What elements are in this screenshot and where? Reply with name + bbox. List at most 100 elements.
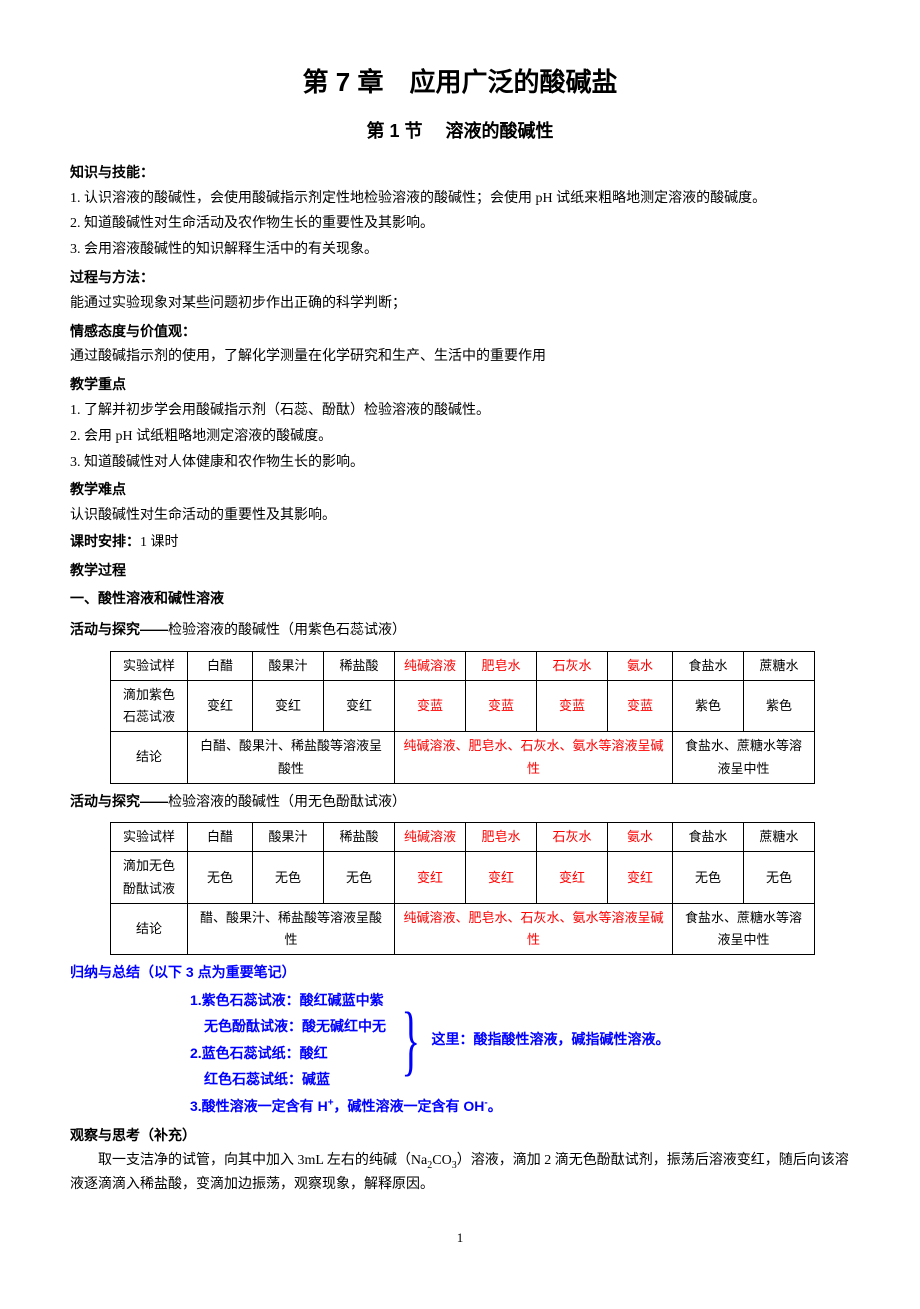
cell: 氨水 (608, 823, 673, 852)
cell: 氨水 (608, 652, 673, 681)
cell: 醋、酸果汁、稀盐酸等溶液呈酸性 (188, 903, 395, 954)
cell: 结论 (111, 903, 188, 954)
table-litmus: 实验试样 白醋 酸果汁 稀盐酸 纯碱溶液 肥皂水 石灰水 氨水 食盐水 蔗糖水 … (110, 651, 815, 783)
focus-item: 1. 了解并初步学会用酸碱指示剂（石蕊、酚酞）检验溶液的酸碱性。 (70, 399, 850, 423)
activity-2-text: 检验溶液的酸碱性（用无色酚酞试液） (168, 795, 406, 810)
cell: 酸果汁 (253, 823, 324, 852)
knowledge-item: 1. 认识溶液的酸碱性，会使用酸碱指示剂定性地检验溶液的酸碱性；会使用 pH 试… (70, 187, 850, 211)
activity-2: 活动与探究——检验溶液的酸碱性（用无色酚酞试液） (70, 790, 850, 815)
cell: 变红 (395, 852, 466, 903)
cell: 无色 (188, 852, 253, 903)
cell: 无色 (324, 852, 395, 903)
section-1: 一、酸性溶液和碱性溶液 (70, 587, 850, 611)
heading-process: 过程与方法： (70, 266, 850, 290)
cell: 实验试样 (111, 823, 188, 852)
hours-label: 课时安排： (70, 533, 140, 549)
table-row: 滴加紫色石蕊试液 变红 变红 变红 变蓝 变蓝 变蓝 变蓝 紫色 紫色 (111, 681, 815, 732)
cell: 白醋 (188, 823, 253, 852)
summary-left: 1.紫色石蕊试液：酸红碱蓝中紫 无色酚酞试液：酸无碱红中无 2.蓝色石蕊试纸：酸… (190, 987, 386, 1093)
focus-item: 2. 会用 pH 试纸粗略地测定溶液的酸碱度。 (70, 425, 850, 449)
cell: 蔗糖水 (744, 652, 815, 681)
summary-line: 无色酚酞试液：酸无碱红中无 (190, 1013, 386, 1040)
text: ，碱性溶液一定含有 OH (334, 1098, 485, 1114)
cell: 石灰水 (537, 652, 608, 681)
heading-difficulty: 教学难点 (70, 478, 850, 502)
cell: 稀盐酸 (324, 652, 395, 681)
focus-item: 3. 知道酸碱性对人体健康和农作物生长的影响。 (70, 451, 850, 475)
cell: 变红 (324, 681, 395, 732)
activity-1-text: 检验溶液的酸碱性（用紫色石蕊试液） (168, 623, 406, 638)
cell: 结论 (111, 732, 188, 783)
cell: 食盐水 (673, 652, 744, 681)
cell: 变蓝 (608, 681, 673, 732)
text: 取一支洁净的试管，向其中加入 3mL 左右的纯碱（Na (98, 1153, 427, 1168)
cell: 变蓝 (537, 681, 608, 732)
cell: 白醋 (188, 652, 253, 681)
cell: 食盐水 (673, 823, 744, 852)
summary-block: 1.紫色石蕊试液：酸红碱蓝中紫 无色酚酞试液：酸无碱红中无 2.蓝色石蕊试纸：酸… (190, 987, 850, 1093)
table-phenolphthalein: 实验试样 白醋 酸果汁 稀盐酸 纯碱溶液 肥皂水 石灰水 氨水 食盐水 蔗糖水 … (110, 822, 815, 954)
text: 。 (488, 1098, 502, 1114)
difficulty-text: 认识酸碱性对生命活动的重要性及其影响。 (70, 504, 850, 528)
cell: 肥皂水 (466, 652, 537, 681)
brace-icon: } (401, 1001, 420, 1079)
cell: 变红 (608, 852, 673, 903)
cell: 滴加紫色石蕊试液 (111, 681, 188, 732)
summary-line: 1.紫色石蕊试液：酸红碱蓝中紫 (190, 987, 386, 1014)
activity-1-label: 活动与探究—— (70, 621, 168, 637)
section-title: 第 1 节 溶液的酸碱性 (70, 116, 850, 147)
cell: 无色 (253, 852, 324, 903)
table-row: 实验试样 白醋 酸果汁 稀盐酸 纯碱溶液 肥皂水 石灰水 氨水 食盐水 蔗糖水 (111, 823, 815, 852)
summary-line-5: 3.酸性溶液一定含有 H+，碱性溶液一定含有 OH-。 (190, 1093, 850, 1120)
summary-line: 2.蓝色石蕊试纸：酸红 (190, 1040, 386, 1067)
text: CO (432, 1153, 451, 1168)
table-row: 结论 白醋、酸果汁、稀盐酸等溶液呈酸性 纯碱溶液、肥皂水、石灰水、氨水等溶液呈碱… (111, 732, 815, 783)
hours-line: 课时安排：1 课时 (70, 530, 850, 555)
cell: 肥皂水 (466, 823, 537, 852)
heading-focus: 教学重点 (70, 373, 850, 397)
attitude-text: 通过酸碱指示剂的使用，了解化学测量在化学研究和生产、生活中的重要作用 (70, 345, 850, 369)
table-row: 实验试样 白醋 酸果汁 稀盐酸 纯碱溶液 肥皂水 石灰水 氨水 食盐水 蔗糖水 (111, 652, 815, 681)
cell: 紫色 (673, 681, 744, 732)
cell: 纯碱溶液、肥皂水、石灰水、氨水等溶液呈碱性 (395, 732, 673, 783)
cell: 酸果汁 (253, 652, 324, 681)
page-number: 1 (70, 1227, 850, 1249)
activity-2-label: 活动与探究—— (70, 793, 168, 809)
cell: 食盐水、蔗糖水等溶液呈中性 (673, 903, 815, 954)
cell: 蔗糖水 (744, 823, 815, 852)
table-row: 结论 醋、酸果汁、稀盐酸等溶液呈酸性 纯碱溶液、肥皂水、石灰水、氨水等溶液呈碱性… (111, 903, 815, 954)
summary-annotation: 这里：酸指酸性溶液，碱指碱性溶液。 (431, 1028, 669, 1052)
summary-line: 红色石蕊试纸：碱蓝 (190, 1066, 386, 1093)
cell: 变蓝 (466, 681, 537, 732)
cell: 无色 (673, 852, 744, 903)
cell: 变红 (253, 681, 324, 732)
cell: 无色 (744, 852, 815, 903)
cell: 石灰水 (537, 823, 608, 852)
cell: 实验试样 (111, 652, 188, 681)
cell: 变蓝 (395, 681, 466, 732)
table-row: 滴加无色酚酞试液 无色 无色 无色 变红 变红 变红 变红 无色 无色 (111, 852, 815, 903)
cell: 紫色 (744, 681, 815, 732)
heading-knowledge: 知识与技能： (70, 161, 850, 185)
cell: 白醋、酸果汁、稀盐酸等溶液呈酸性 (188, 732, 395, 783)
process-text: 能通过实验现象对某些问题初步作出正确的科学判断； (70, 292, 850, 316)
heading-procedure: 教学过程 (70, 559, 850, 583)
text: 3.酸性溶液一定含有 H (190, 1098, 328, 1114)
observation-heading: 观察与思考（补充） (70, 1124, 850, 1148)
chapter-title: 第 7 章 应用广泛的酸碱盐 (70, 60, 850, 104)
summary-heading: 归纳与总结（以下 3 点为重要笔记） (70, 961, 850, 985)
activity-1: 活动与探究——检验溶液的酸碱性（用紫色石蕊试液） (70, 618, 850, 643)
observation-text: 取一支洁净的试管，向其中加入 3mL 左右的纯碱（Na2CO3）溶液，滴加 2 … (70, 1149, 850, 1197)
cell: 变红 (537, 852, 608, 903)
knowledge-item: 3. 会用溶液酸碱性的知识解释生活中的有关现象。 (70, 238, 850, 262)
cell: 稀盐酸 (324, 823, 395, 852)
heading-attitude: 情感态度与价值观： (70, 320, 850, 344)
cell: 纯碱溶液、肥皂水、石灰水、氨水等溶液呈碱性 (395, 903, 673, 954)
knowledge-item: 2. 知道酸碱性对生命活动及农作物生长的重要性及其影响。 (70, 212, 850, 236)
hours-value: 1 课时 (140, 535, 179, 550)
cell: 变红 (188, 681, 253, 732)
cell: 变红 (466, 852, 537, 903)
cell: 滴加无色酚酞试液 (111, 852, 188, 903)
cell: 纯碱溶液 (395, 823, 466, 852)
cell: 纯碱溶液 (395, 652, 466, 681)
